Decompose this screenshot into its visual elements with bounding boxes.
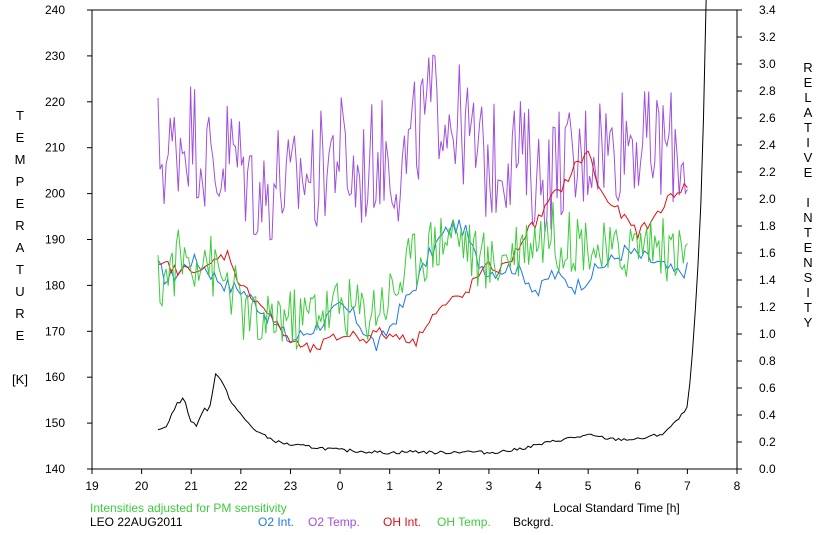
legend-oh-temp: OH Temp. — [437, 515, 491, 529]
y-left-tick-label: 210 — [45, 141, 65, 155]
y-right-axis-label-char: T — [804, 225, 812, 240]
legend-oh-int: OH Int. — [383, 515, 421, 529]
note-text: Intensities adjusted for PM sensitivity — [90, 501, 287, 515]
y-left-axis-label-char: E — [16, 328, 25, 343]
legend-o2-temp: O2 Temp. — [308, 515, 360, 529]
y-left-axis-label-char: E — [16, 130, 25, 145]
x-tick-label: 3 — [486, 479, 493, 493]
legend-bckgrd: Bckgrd. — [513, 515, 554, 529]
x-tick-label: 7 — [684, 479, 691, 493]
y-left-tick-label: 150 — [45, 416, 65, 430]
x-axis-label: Local Standard Time [h] — [553, 501, 680, 515]
y-right-tick-label: 2.6 — [759, 111, 776, 125]
y-right-axis-label-char: R — [803, 60, 812, 75]
y-right-axis-label-char: E — [804, 240, 813, 255]
y-right-tick-label: 2.2 — [759, 165, 776, 179]
x-tick-label: 2 — [436, 479, 443, 493]
y-left-axis-label-char: E — [16, 196, 25, 211]
y-left-axis-label-char: R — [15, 306, 24, 321]
x-tick-label: 5 — [585, 479, 592, 493]
y-right-tick-label: 0.4 — [759, 408, 776, 422]
y-right-tick-label: 1.2 — [759, 300, 776, 314]
series-line — [157, 0, 707, 455]
y-right-axis-label-char: T — [804, 120, 812, 135]
y-left-axis-label-char: R — [15, 218, 24, 233]
legend: O2 Int. O2 Temp. OH Int. OH Temp. Bckgrd… — [258, 515, 554, 529]
axes: 19 20 21 22 23 0 1 2 3 4 5 6 7 8140150160170180190200… — [45, 3, 776, 493]
y-left-tick-label: 200 — [45, 187, 65, 201]
x-tick-label: 20 — [135, 479, 149, 493]
y-right-axis-label-char: I — [806, 285, 810, 300]
x-tick-label: 22 — [234, 479, 248, 493]
y-right-axis-label-char: I — [806, 135, 810, 150]
y-right-tick-label: 2.4 — [759, 138, 776, 152]
x-tick-label: 8 — [734, 479, 741, 493]
y-right-tick-label: 2.0 — [759, 192, 776, 206]
y-left-axis-label-char: T — [16, 262, 24, 277]
y-right-tick-label: 0.2 — [759, 435, 776, 449]
x-tick-label: 23 — [284, 479, 298, 493]
y-right-axis-label-char: L — [804, 90, 811, 105]
y-left-tick-label: 140 — [45, 462, 65, 476]
series-line — [157, 202, 688, 351]
y-right-tick-label: 1.4 — [759, 273, 776, 287]
series-lines — [157, 0, 707, 455]
y-right-axis-label-char: V — [804, 150, 813, 165]
x-tick-label: 6 — [634, 479, 641, 493]
x-tick-label: 0 — [337, 479, 344, 493]
y-left-axis-label-char: M — [15, 152, 26, 167]
y-right-axis-label-char: Y — [804, 315, 813, 330]
y-left-axis-label-char: T — [16, 108, 24, 123]
y-right-tick-label: 3.0 — [759, 57, 776, 71]
y-right-axis-label-char: E — [804, 165, 813, 180]
y-left-tick-label: 160 — [45, 370, 65, 384]
x-tick-label: 4 — [535, 479, 542, 493]
y-right-tick-label: 0.8 — [759, 354, 776, 368]
y-left-tick-label: 240 — [45, 3, 65, 17]
y-left-axis-label-char: [K] — [12, 372, 28, 387]
y-left-tick-label: 170 — [45, 324, 65, 338]
y-left-axis-label-char: U — [15, 284, 24, 299]
y-right-tick-label: 1.0 — [759, 327, 776, 341]
y-left-axis-label-char: P — [16, 174, 25, 189]
y-right-axis-label-char: N — [803, 210, 812, 225]
y-left-tick-label: 180 — [45, 278, 65, 292]
y-left-axis-label-char: A — [16, 240, 25, 255]
series-line — [157, 150, 688, 354]
y-right-axis-label-char: I — [806, 195, 810, 210]
y-right-axis-label-char: A — [804, 105, 813, 120]
y-right-axis-label-char: T — [804, 300, 812, 315]
y-right-tick-label: 2.8 — [759, 84, 776, 98]
x-tick-label: 1 — [386, 479, 393, 493]
y-right-tick-label: 3.4 — [759, 3, 776, 17]
y-right-tick-label: 1.6 — [759, 246, 776, 260]
y-right-tick-label: 3.2 — [759, 30, 776, 44]
x-tick-label: 19 — [85, 479, 99, 493]
y-left-tick-label: 190 — [45, 233, 65, 247]
series-line — [157, 54, 688, 241]
legend-o2-int: O2 Int. — [258, 515, 294, 529]
y-left-tick-label: 230 — [45, 49, 65, 63]
x-tick-label: 21 — [185, 479, 199, 493]
y-left-tick-label: 220 — [45, 95, 65, 109]
series-line — [157, 219, 688, 352]
station-label: LEO 22AUG2011 — [90, 515, 183, 529]
y-right-axis-label-char: S — [804, 270, 813, 285]
y-right-tick-label: 0.0 — [759, 462, 776, 476]
y-right-tick-label: 1.8 — [759, 219, 776, 233]
y-right-axis-label-char: E — [804, 75, 813, 90]
y-right-tick-label: 0.6 — [759, 381, 776, 395]
y-right-axis-label-char: N — [803, 255, 812, 270]
